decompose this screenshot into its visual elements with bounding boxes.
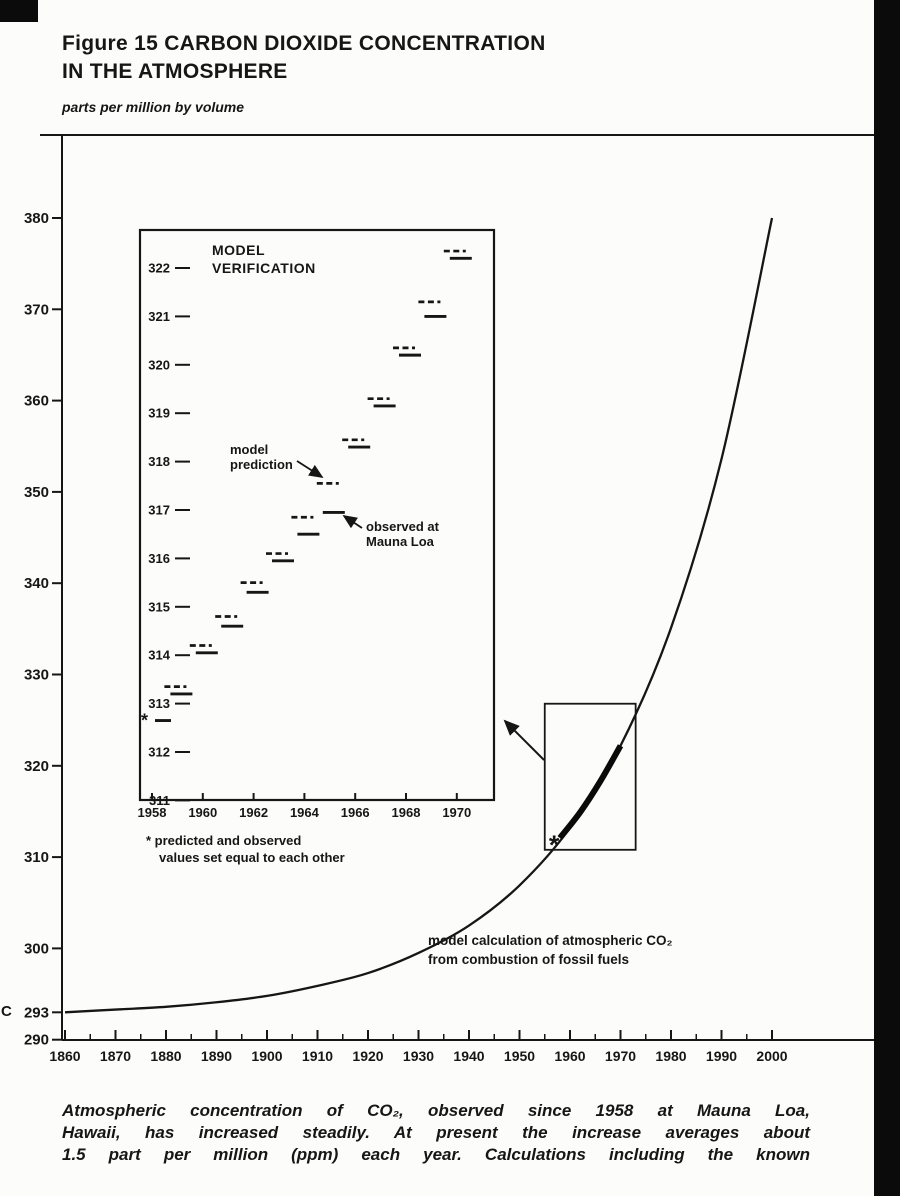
main-x-tick-label: 1970: [605, 1048, 636, 1064]
main-y-tick-label: 310: [24, 849, 49, 866]
y-axis-unit-label: parts per million by volume: [62, 99, 245, 115]
inset-y-tick-label: 315: [148, 599, 170, 614]
main-x-tick-label: 1930: [403, 1048, 434, 1064]
highlight-box: [543, 702, 637, 851]
inset-asterisk: *: [141, 711, 148, 731]
main-y-tick-label: 380: [24, 210, 49, 227]
figure-title-line2: IN THE ATMOSPHERE: [62, 60, 288, 83]
main-y-tick-label: 350: [24, 484, 49, 501]
inset-x-tick-label: 1968: [392, 805, 421, 820]
main-x-tick-label: 1940: [453, 1048, 484, 1064]
main-asterisk: *: [549, 830, 560, 860]
caption-line2: Hawaii, has increased steadily. At prese…: [62, 1123, 810, 1142]
main-x-tick-label: 1950: [504, 1048, 535, 1064]
inset-y-tick-label: 316: [148, 551, 170, 566]
inset-footnote: * predicted and observed values set equa…: [146, 833, 345, 865]
model-curve-label: model calculation of atmospheric CO₂ fro…: [428, 933, 673, 967]
scan-artifact-right-strip: [874, 0, 900, 1196]
main-x-tick-label: 1880: [150, 1048, 181, 1064]
inset-y-tick-label: 311: [149, 793, 170, 808]
inset-y-tick-label: 313: [148, 696, 170, 711]
main-y-tick-label: 290: [24, 1032, 49, 1049]
observed-arrow: [342, 515, 363, 529]
inset-x-tick-label: 1962: [239, 805, 268, 820]
caption-line3: 1.5 part per million (ppm) each year. Ca…: [62, 1145, 810, 1164]
main-x-tick-label: 1900: [251, 1048, 282, 1064]
inset-y-tick-label: 314: [148, 648, 170, 663]
main-y-tick-label: 300: [24, 940, 49, 957]
inset-x-tick-label: 1970: [442, 805, 471, 820]
figure-caption: Atmospheric concentration of CO₂, observ…: [62, 1100, 810, 1166]
main-y-tick-label: 370: [24, 301, 49, 318]
inset-y-tick-label: 321: [148, 309, 170, 324]
box-to-inset-arrow: [503, 719, 545, 761]
main-x-tick-label: 1870: [100, 1048, 131, 1064]
observed-overlay-segment: [557, 744, 624, 840]
inset-y-tick-label: 317: [148, 503, 170, 518]
main-x-tick-label: 1910: [302, 1048, 333, 1064]
observed-mauna-loa-label: observed at Mauna Loa: [366, 519, 439, 549]
main-y-tick-label: 293: [24, 1004, 49, 1021]
inset-x-tick-label: 1960: [188, 805, 217, 820]
main-x-tick-label: 2000: [756, 1048, 787, 1064]
main-y-tick-label: 340: [24, 575, 49, 592]
inset-x-tick-label: 1964: [290, 805, 320, 820]
main-x-tick-label: 1890: [201, 1048, 232, 1064]
inset-x-tick-label: 1958: [138, 805, 167, 820]
main-x-tick-label: 1960: [554, 1048, 585, 1064]
main-x-tick-label: 1980: [655, 1048, 686, 1064]
inset-title-line1: MODEL: [212, 242, 266, 258]
main-y-tick-label: 330: [24, 667, 49, 684]
inset-title-line2: VERIFICATION: [212, 260, 316, 276]
main-x-tick-label: 1860: [49, 1048, 80, 1064]
scan-artifact-mark: C: [1, 1003, 12, 1020]
model-prediction-label: model prediction: [230, 442, 293, 472]
model-curve: [64, 217, 774, 1014]
main-y-tick-label: 320: [24, 758, 49, 775]
figure-title-line1: Figure 15 CARBON DIOXIDE CONCENTRATION: [62, 32, 546, 55]
inset-title: MODEL VERIFICATION: [212, 241, 316, 277]
inset-y-tick-label: 322: [148, 261, 170, 276]
inset-y-tick-label: 312: [148, 745, 170, 760]
caption-line1: Atmospheric concentration of CO₂, observ…: [62, 1101, 810, 1120]
figure-title: Figure 15 CARBON DIOXIDE CONCENTRATION I…: [62, 30, 642, 86]
inset-frame: [138, 228, 496, 802]
scan-artifact-top-left: [0, 0, 38, 22]
main-y-tick-label: 360: [24, 393, 49, 410]
model-prediction-arrow: [296, 460, 324, 478]
inset-y-tick-label: 318: [148, 454, 170, 469]
inset-x-tick-label: 1966: [341, 805, 370, 820]
inset-y-tick-label: 319: [148, 406, 170, 421]
inset-y-tick-label: 320: [148, 357, 170, 372]
main-x-tick-label: 1920: [352, 1048, 383, 1064]
main-x-tick-label: 1990: [706, 1048, 737, 1064]
